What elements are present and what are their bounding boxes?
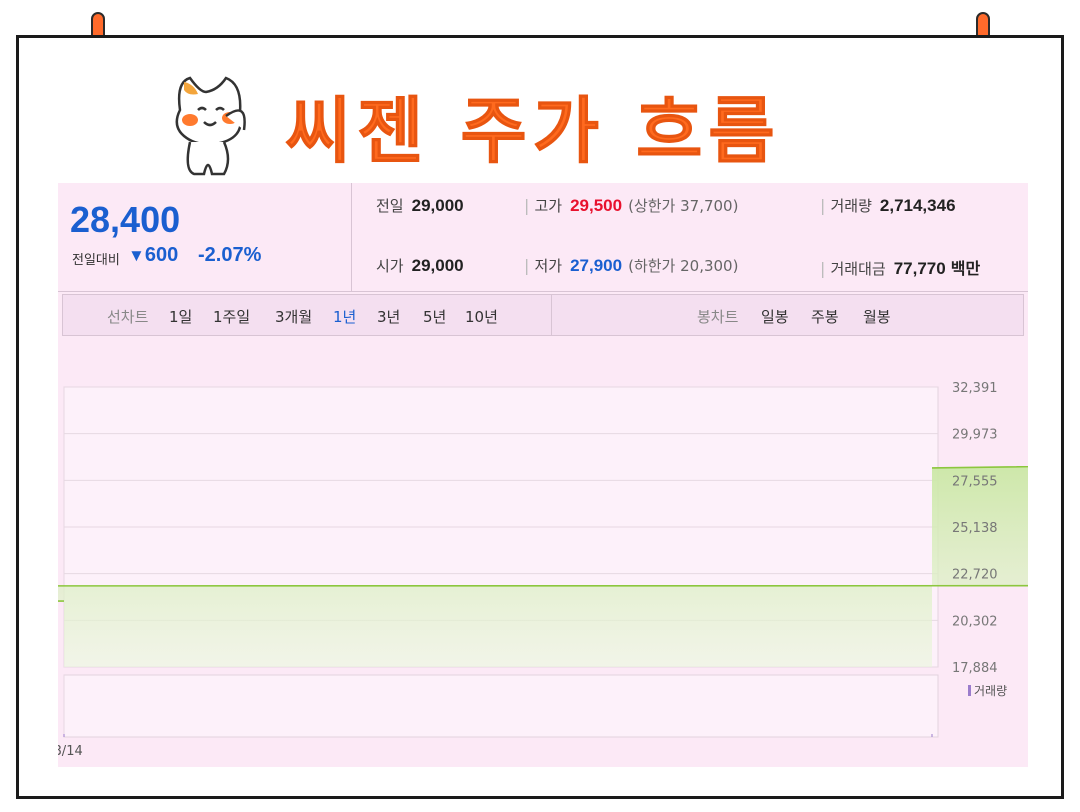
volume-legend-swatch [968, 685, 971, 696]
change-value: ▼600 [128, 244, 178, 267]
tab-monthly-candle[interactable]: 월봉 [863, 308, 891, 326]
upper-limit: (상한가 37,700) [628, 197, 739, 215]
change-label: 전일대비 [72, 253, 120, 268]
open-label: 시가 [376, 257, 404, 275]
low-label: 저가 [534, 257, 563, 275]
down-triangle-icon: ▼ [128, 246, 145, 265]
y-tick-label: 25,138 [952, 521, 998, 536]
price-chart: 32,391 29,973 27,555 25,138 22,720 20,302 17,8… [58, 381, 1028, 759]
high-value: 29,500 [570, 196, 623, 215]
chart-tabs: 선차트 1일 1주일 3개월 1년 3년 5년 10년 봉차트 일봉 주봉 월봉 [62, 294, 1024, 336]
open-value: 29,000 [411, 256, 464, 275]
y-tick-label: 20,302 [952, 614, 998, 629]
tab-3y[interactable]: 3년 [377, 308, 401, 326]
y-tick-label: 32,391 [952, 381, 998, 396]
volume-info: | 거래량 2,714,346 [820, 196, 956, 215]
tab-1w[interactable]: 1주일 [213, 308, 251, 326]
y-tick-label: 22,720 [952, 568, 998, 583]
tab-1d[interactable]: 1일 [169, 308, 193, 326]
tab-daily-candle[interactable]: 일봉 [761, 308, 789, 326]
x-tick-label: 08/14 [58, 744, 83, 759]
price-area-fill [58, 466, 1028, 667]
cat-mascot-icon [175, 76, 246, 176]
y-tick-label: 27,555 [952, 474, 998, 489]
tab-divider [551, 295, 552, 335]
amount-label: 거래대금 [830, 260, 886, 278]
y-tick-label: 17,884 [952, 661, 998, 676]
tab-5y[interactable]: 5년 [423, 308, 447, 326]
stock-panel: 28,400 전일대비 ▼600 -2.07% 전일 29,000 시가 29,00… [58, 183, 1028, 767]
low-value: 27,900 [570, 256, 623, 275]
current-price: 28,400 [70, 199, 181, 240]
tab-10y[interactable]: 10년 [465, 308, 498, 326]
line-chart-label: 선차트 [107, 308, 149, 326]
volume-legend-label: 거래량 [974, 684, 1007, 698]
prev-close-label: 전일 [376, 197, 404, 215]
page-title: 씨젠 주가 흐름 [285, 89, 781, 174]
amount-info: | 거래대금 77,770 백만 [820, 259, 981, 278]
change-amount: 600 [144, 244, 179, 266]
prev-close: 전일 29,000 [376, 195, 464, 216]
volume-label: 거래량 [830, 197, 872, 215]
high-price: | 고가 29,500 (상한가 37,700) [524, 196, 739, 215]
y-tick-label: 29,973 [952, 428, 998, 443]
amount-value: 77,770 [893, 259, 946, 278]
price-summary: 28,400 전일대비 ▼600 -2.07% 전일 29,000 시가 29,00… [58, 183, 1028, 292]
candle-chart-label: 봉차트 [697, 308, 739, 326]
low-price: | 저가 27,900 (하한가 20,300) [524, 256, 739, 275]
tab-1y[interactable]: 1년 [333, 308, 357, 326]
change-percent: -2.07% [198, 244, 262, 266]
lower-limit: (하한가 20,300) [628, 257, 739, 275]
prev-close-value: 29,000 [411, 196, 464, 215]
divider [351, 183, 352, 291]
tab-3m[interactable]: 3개월 [275, 308, 313, 326]
open-price: 시가 29,000 [376, 255, 464, 276]
high-label: 고가 [534, 197, 563, 215]
tab-weekly-candle[interactable]: 주봉 [811, 308, 839, 326]
volume-value: 2,714,346 [879, 196, 956, 215]
amount-unit: 백만 [950, 259, 981, 278]
volume-area [63, 674, 939, 738]
